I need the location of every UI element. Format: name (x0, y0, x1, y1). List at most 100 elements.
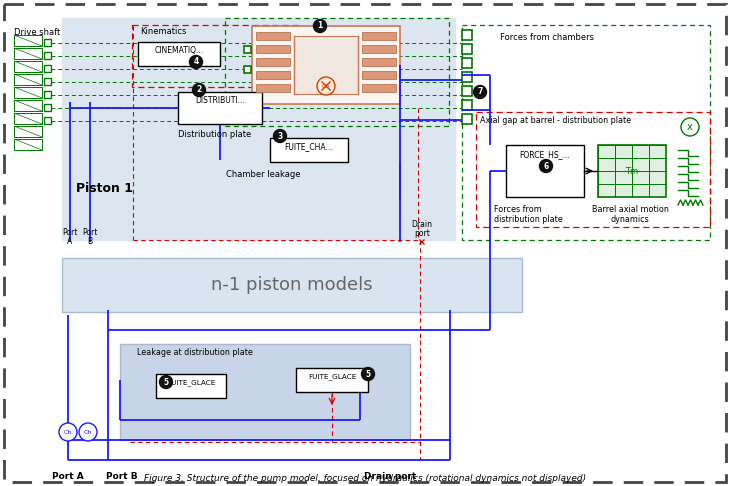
Bar (462, 114, 472, 124)
Circle shape (681, 118, 699, 136)
Text: Port: Port (82, 228, 98, 237)
Circle shape (159, 376, 172, 388)
Text: 5: 5 (366, 369, 371, 379)
Text: Ch: Ch (64, 430, 72, 434)
Text: Forces from
distribution plate: Forces from distribution plate (494, 205, 563, 225)
Bar (362, 32, 396, 40)
Text: Distribution plate: Distribution plate (178, 130, 251, 139)
Text: DISTRIBUTI...: DISTRIBUTI... (195, 96, 245, 104)
Text: Barrel axial motion
dynamics: Barrel axial motion dynamics (591, 205, 669, 225)
Bar (14, 139, 42, 150)
Bar (62, 258, 522, 312)
Bar (462, 58, 472, 68)
Circle shape (313, 19, 326, 33)
Bar (44, 52, 51, 59)
Bar (44, 65, 51, 72)
Text: FORCE_HS_...: FORCE_HS_... (520, 151, 570, 159)
Text: B: B (88, 237, 93, 246)
Bar (138, 42, 220, 66)
Bar (598, 145, 666, 197)
Bar (14, 126, 42, 137)
Bar (178, 92, 262, 124)
Text: n-1 piston models: n-1 piston models (211, 276, 373, 294)
Bar (14, 100, 42, 111)
Bar (256, 45, 290, 53)
Text: 3: 3 (277, 132, 283, 140)
Circle shape (474, 86, 486, 99)
Text: Piston 1: Piston 1 (76, 182, 133, 195)
Bar (294, 36, 358, 94)
Text: Drive shaft: Drive shaft (14, 28, 61, 37)
Bar (296, 368, 368, 392)
Bar (156, 374, 226, 398)
Bar (476, 112, 710, 227)
Text: Kinematics: Kinematics (140, 27, 186, 36)
Bar (14, 48, 42, 59)
Circle shape (274, 129, 286, 142)
Bar (14, 87, 42, 98)
Text: Ch: Ch (84, 430, 92, 434)
Bar (44, 104, 51, 111)
Bar (44, 91, 51, 98)
Text: Chamber leakage: Chamber leakage (226, 170, 301, 179)
Text: port: port (414, 229, 430, 238)
Bar (14, 35, 42, 46)
Bar (362, 58, 396, 66)
Text: 2: 2 (196, 86, 201, 94)
Bar (132, 25, 302, 87)
Bar (244, 66, 251, 73)
Bar (256, 32, 290, 40)
Circle shape (361, 367, 374, 381)
Bar (256, 71, 290, 79)
Text: Ch: Ch (322, 84, 330, 88)
Bar (506, 145, 584, 197)
Circle shape (59, 423, 77, 441)
Text: Drain port: Drain port (364, 472, 416, 481)
Text: Leakage at distribution plate: Leakage at distribution plate (137, 348, 253, 357)
Bar (252, 26, 400, 104)
Bar (120, 344, 410, 440)
Bar (462, 72, 472, 82)
Text: Drain: Drain (412, 220, 432, 229)
Text: CINEMATIQ...: CINEMATIQ... (155, 46, 204, 54)
Bar (44, 117, 51, 124)
Text: A: A (67, 237, 72, 246)
Bar (256, 58, 290, 66)
Text: Tm: Tm (626, 167, 639, 175)
Bar (44, 39, 51, 46)
Bar (14, 113, 42, 124)
Circle shape (190, 55, 202, 69)
Text: Figure 3. Structure of the pump model, focused on hydraulics (rotational dynamic: Figure 3. Structure of the pump model, f… (144, 474, 586, 483)
Text: 5: 5 (164, 378, 169, 386)
Bar (62, 18, 455, 240)
Text: 4: 4 (193, 57, 199, 67)
Bar (225, 18, 449, 126)
Bar (462, 30, 472, 40)
Text: Port: Port (62, 228, 77, 237)
Text: FUITE_GLACE: FUITE_GLACE (308, 374, 356, 381)
Bar (462, 86, 472, 96)
Text: 1: 1 (318, 21, 323, 31)
Text: Forces from chambers: Forces from chambers (500, 33, 594, 42)
Circle shape (79, 423, 97, 441)
Bar (462, 100, 472, 110)
Text: 7: 7 (477, 87, 483, 97)
Circle shape (317, 77, 335, 95)
Bar (462, 44, 472, 54)
Bar (362, 45, 396, 53)
Bar (362, 71, 396, 79)
Bar (14, 74, 42, 85)
Bar (14, 61, 42, 72)
Text: Axial gap at barrel - distribution plate: Axial gap at barrel - distribution plate (480, 116, 631, 125)
Bar (462, 25, 710, 240)
Text: FUITE_CHA...: FUITE_CHA... (285, 142, 334, 152)
Text: x: x (687, 122, 693, 132)
Circle shape (193, 84, 206, 97)
Bar (362, 84, 396, 92)
Bar (244, 46, 251, 53)
Bar (256, 84, 290, 92)
Bar (44, 78, 51, 85)
Bar (270, 138, 348, 162)
Text: Port B: Port B (106, 472, 138, 481)
Circle shape (539, 159, 553, 173)
